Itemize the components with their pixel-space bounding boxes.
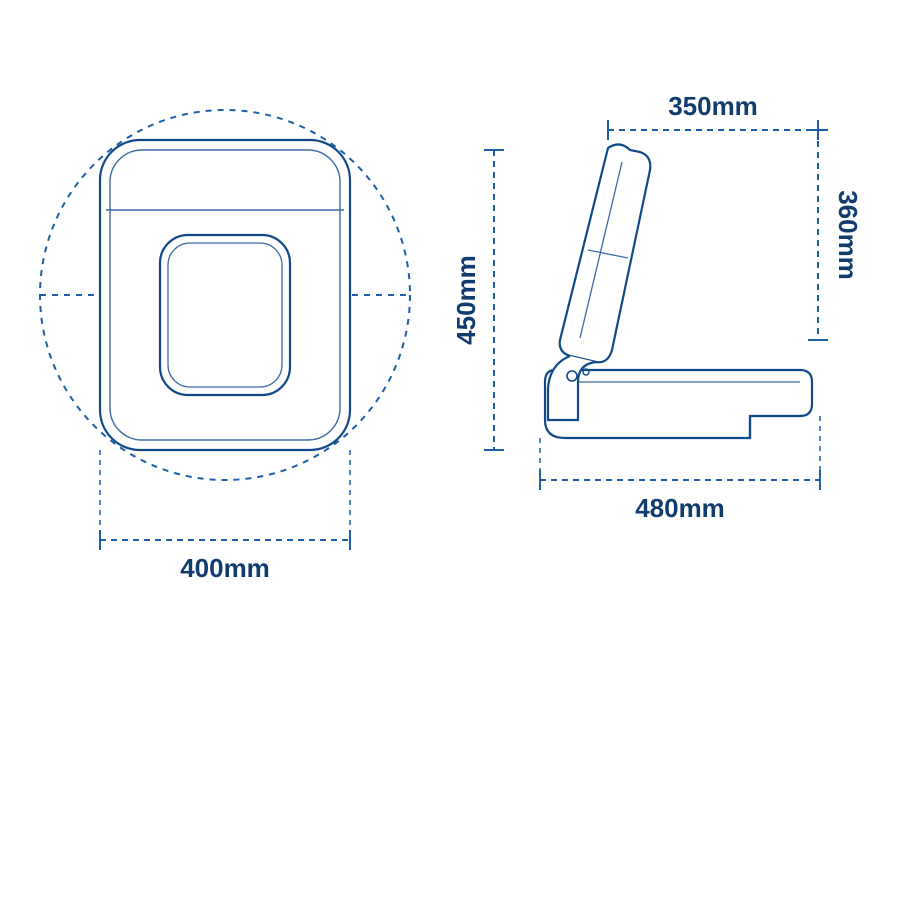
dim-450: 450mm [451, 255, 481, 345]
seat-side-view [545, 144, 812, 438]
seat-top-outline [100, 140, 350, 450]
dim-350: 350mm [668, 91, 758, 121]
dimension-diagram: 575mm400mm350mm360mm450mm480mm [0, 0, 900, 900]
dim-400: 400mm [180, 553, 270, 583]
dim-480: 480mm [635, 493, 725, 523]
dim-360: 360mm [833, 190, 863, 280]
